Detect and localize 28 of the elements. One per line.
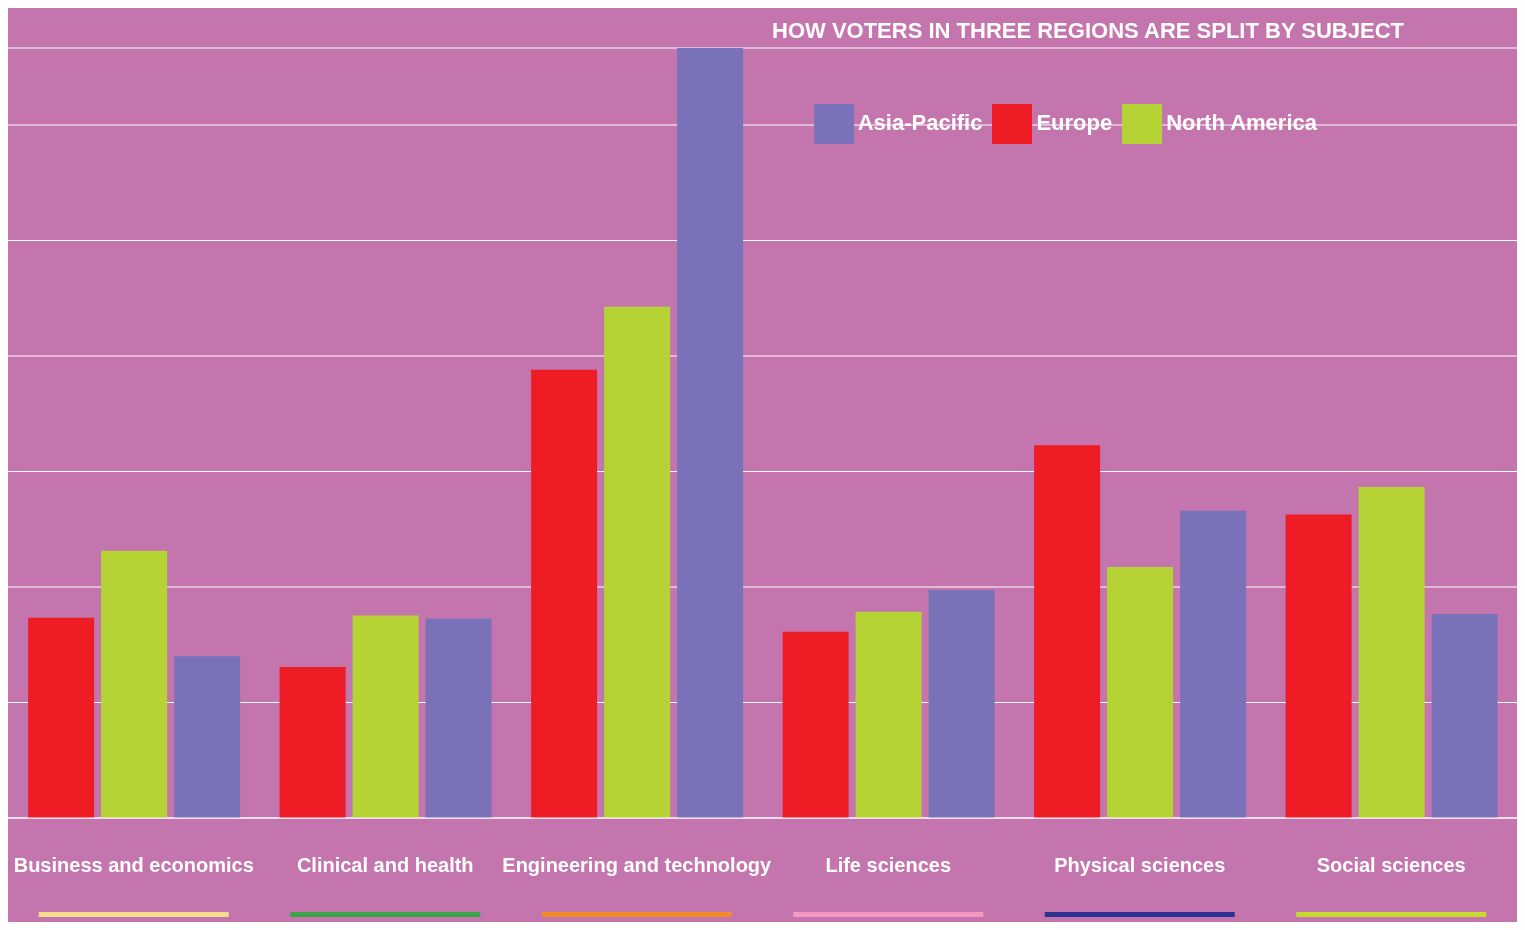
bar	[352, 615, 419, 818]
bar	[28, 617, 95, 818]
bar	[1180, 510, 1247, 818]
bar	[101, 550, 168, 818]
legend-label: Europe	[1036, 109, 1113, 135]
bar	[1431, 613, 1498, 818]
bar	[531, 369, 598, 818]
bar	[677, 48, 744, 818]
bar	[604, 306, 671, 818]
x-tick-label: Clinical and health	[296, 854, 474, 876]
chart-title: HOW VOTERS IN THREE REGIONS ARE SPLIT BY SUBJECT	[772, 18, 1404, 44]
bar	[279, 667, 346, 818]
bar	[425, 618, 492, 818]
bar	[1034, 445, 1101, 818]
bar	[1358, 486, 1425, 818]
x-tick-label: Business and economics	[13, 854, 254, 876]
bar	[928, 590, 995, 818]
bar	[782, 631, 849, 818]
x-tick-label: Life sciences	[825, 854, 952, 876]
legend-label: North America	[1166, 109, 1317, 135]
bar	[1107, 566, 1174, 818]
bar	[855, 611, 922, 818]
x-tick-label: Physical sciences	[1054, 854, 1226, 876]
legend-label: Asia-Pacific	[857, 109, 983, 135]
x-tick-label: Engineering and technology	[502, 854, 773, 876]
x-tick-label: Social sciences	[1316, 854, 1466, 876]
bar	[174, 656, 241, 818]
bar	[1285, 514, 1352, 818]
